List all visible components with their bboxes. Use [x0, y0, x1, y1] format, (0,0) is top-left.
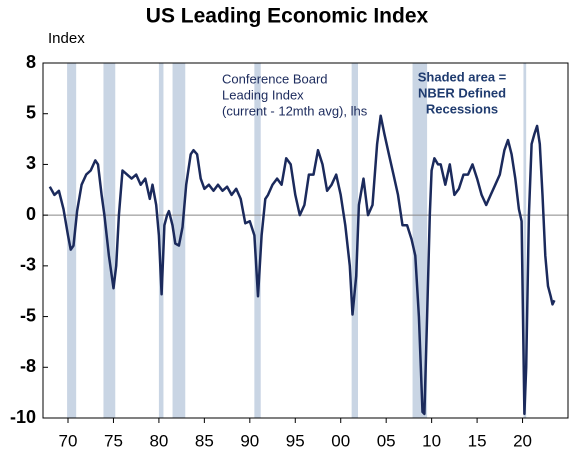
data-line [48, 114, 556, 416]
recession-band [523, 63, 527, 418]
x-tick-label: 15 [468, 431, 487, 450]
recession-band [254, 63, 261, 418]
x-tick-label: 10 [422, 431, 441, 450]
y-tick-label: 5 [26, 102, 36, 122]
annotation: Recessions [426, 101, 498, 116]
y-tick-label: 3 [26, 153, 36, 173]
x-tick-label: 20 [513, 431, 532, 450]
recession-band [103, 63, 116, 418]
x-tick-label: 70 [59, 431, 78, 450]
x-tick-label: 95 [286, 431, 305, 450]
x-tick-label: 00 [331, 431, 350, 450]
y-tick-label: -5 [20, 305, 36, 325]
y-tick-label: -8 [20, 356, 36, 376]
recession-band [351, 63, 358, 418]
x-tick-label: 85 [195, 431, 214, 450]
x-tick-label: 75 [104, 431, 123, 450]
recession-band [158, 63, 164, 418]
y-tick-label: -3 [20, 255, 36, 275]
x-tick-label: 05 [377, 431, 396, 450]
annotation: Shaded area = [418, 69, 507, 84]
y-tick-label: 0 [26, 204, 36, 224]
y-tick-label: -10 [10, 407, 36, 427]
recession-band [67, 63, 77, 418]
annotation: Conference Board [222, 71, 328, 86]
plot-frame [42, 62, 569, 419]
y-tick-label: 8 [26, 52, 36, 72]
y-axis-label: Index [48, 30, 85, 47]
x-tick-label: 90 [240, 431, 259, 450]
x-tick-label: 80 [149, 431, 168, 450]
annotation: Leading Index [222, 87, 304, 102]
chart-title: US Leading Economic Index [146, 5, 429, 28]
annotation: (current - 12mth avg), lhs [222, 103, 368, 118]
recession-band [412, 63, 428, 418]
annotation: NBER Defined [418, 85, 506, 100]
